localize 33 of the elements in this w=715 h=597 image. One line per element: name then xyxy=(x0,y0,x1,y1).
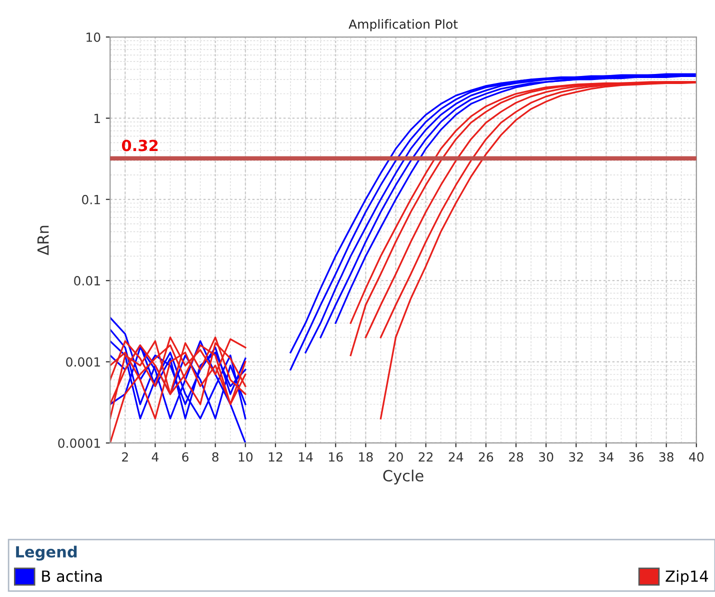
x-tick-label: 18 xyxy=(359,452,373,462)
x-tick-label: 14 xyxy=(298,452,313,462)
y-tick-label: 0.001 xyxy=(66,357,100,367)
x-tick-label: 30 xyxy=(539,452,554,462)
x-tick-label: 38 xyxy=(659,452,674,462)
y-axis-title: ΔRn xyxy=(37,226,49,256)
ref-line-label: 0.32 xyxy=(122,140,158,152)
y-tick-label: 0.0001 xyxy=(58,438,100,448)
x-tick-label: 16 xyxy=(329,452,343,462)
x-tick-label: 12 xyxy=(268,452,282,462)
x-tick-label: 2 xyxy=(122,452,128,462)
x-tick-label: 40 xyxy=(689,452,704,462)
x-tick-label: 26 xyxy=(478,452,494,462)
x-tick-label: 10 xyxy=(238,452,253,462)
y-tick-label: 10 xyxy=(86,32,100,42)
legend-label: B actina xyxy=(42,570,102,582)
x-tick-label: 4 xyxy=(152,452,158,462)
x-tick-label: 36 xyxy=(629,452,644,462)
x-tick-label: 32 xyxy=(569,452,583,462)
legend-label: Zip14 xyxy=(666,570,708,585)
x-tick-label: 20 xyxy=(388,452,403,462)
x-tick-label: 24 xyxy=(448,452,464,462)
x-tick-label: 6 xyxy=(182,452,188,462)
x-axis-title: Cycle xyxy=(383,470,424,484)
y-tick-label: 0.01 xyxy=(74,276,100,286)
legend-title: Legend xyxy=(16,546,77,561)
y-tick-label: 0.1 xyxy=(82,194,100,204)
x-tick-label: 28 xyxy=(508,452,524,462)
x-tick-label: 8 xyxy=(212,452,218,462)
chart-title: Amplification Plot xyxy=(348,19,458,32)
x-tick-label: 22 xyxy=(418,452,433,462)
y-tick-label: 1 xyxy=(94,114,100,123)
x-tick-label: 34 xyxy=(599,452,614,462)
